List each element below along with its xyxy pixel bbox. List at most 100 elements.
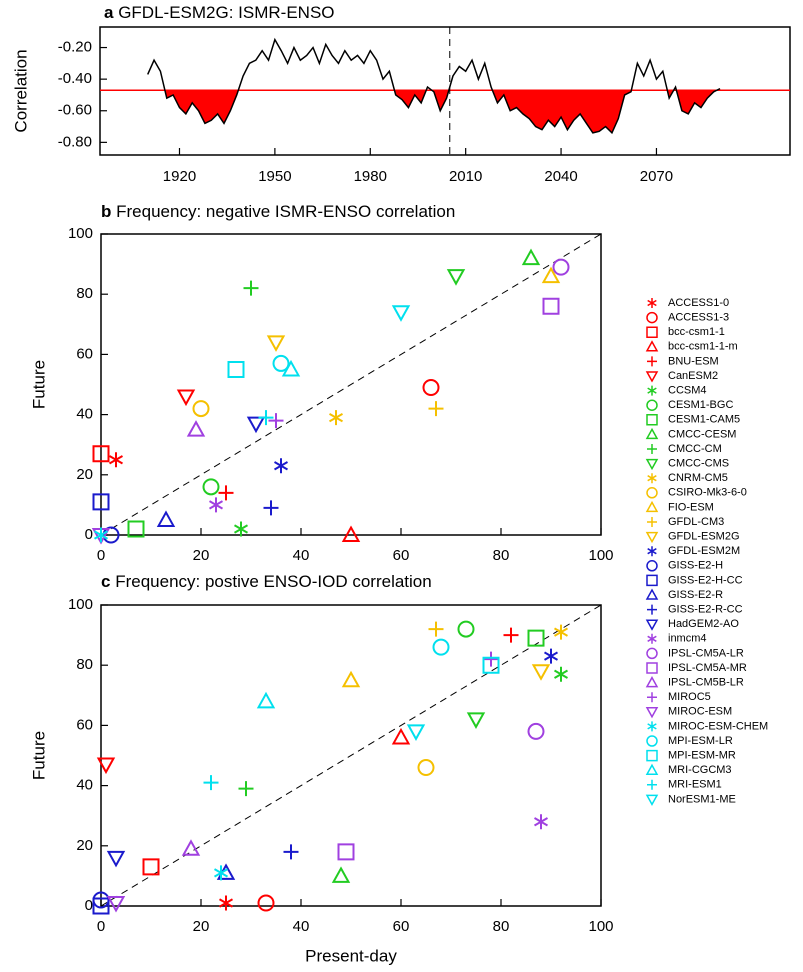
legend-label: FIO-ESM: [668, 501, 714, 513]
y-axis-label: Future: [29, 731, 48, 780]
legend-marker: [645, 531, 659, 544]
model-marker: [92, 493, 110, 511]
y-tick-label: 20: [76, 466, 93, 483]
model-marker: [181, 839, 201, 856]
legend-marker: [647, 444, 657, 454]
legend-label: MRI-ESM1: [668, 779, 722, 791]
model-marker: [417, 759, 435, 776]
legend-label: GISS-E2-H: [668, 560, 723, 572]
model-marker: [257, 894, 275, 912]
legend-label: ACCESS1-0: [668, 297, 729, 309]
y-tick-label: 80: [76, 656, 93, 673]
model-marker: [214, 865, 228, 881]
model-marker: [329, 410, 343, 426]
model-marker: [234, 521, 248, 537]
model-marker: [243, 280, 259, 296]
legend-label: GFDL-ESM2M: [668, 545, 740, 557]
y-axis-label: Correlation: [11, 49, 30, 132]
one-to-one-line: [100, 604, 602, 907]
x-tick-label: 0: [97, 918, 105, 935]
model-marker: [272, 355, 290, 372]
legend-marker: [645, 458, 659, 471]
legend-label: CSIRO-Mk3-6-0: [668, 487, 747, 499]
x-tick-label: 80: [493, 918, 510, 935]
legend-label: CanESM2: [668, 370, 718, 382]
x-tick-label: 60: [393, 547, 410, 564]
legend-label: MPI-ESM-LR: [668, 735, 733, 747]
legend-label: BNU-ESM: [668, 355, 719, 367]
legend-marker: [646, 647, 658, 660]
panel-label: c: [101, 572, 110, 591]
model-marker: [109, 452, 123, 468]
model-marker: [527, 629, 545, 647]
model-marker: [246, 416, 266, 434]
legend-marker: [647, 517, 657, 527]
model-marker: [283, 844, 299, 860]
legend-marker: [645, 427, 659, 440]
panel-title: b Frequency: negative ISMR-ENSO correlat…: [101, 202, 455, 221]
y-tick-label: 60: [76, 716, 93, 733]
legend-marker: [646, 487, 658, 499]
x-tick-label: 1980: [354, 168, 387, 185]
x-tick-label: 20: [193, 918, 210, 935]
legend-marker: [645, 676, 659, 688]
x-tick-label: 60: [393, 918, 410, 935]
model-marker: [341, 670, 361, 688]
y-tick-label: 40: [76, 406, 93, 423]
x-tick-label: 2010: [449, 168, 482, 185]
legend-marker: [646, 326, 658, 338]
x-tick-label: 80: [493, 547, 510, 564]
model-marker: [202, 478, 220, 496]
legend-label: bcc-csm1-1-m: [668, 341, 738, 353]
legend-label: GISS-E2-R-CC: [668, 604, 743, 616]
title-text: Frequency: negative ISMR-ENSO correlatio…: [116, 202, 455, 221]
model-marker: [391, 727, 411, 745]
legend-label: MRI-CGCM3: [668, 764, 732, 776]
y-tick-label: -0.40: [58, 70, 92, 87]
legend-marker: [645, 763, 659, 775]
x-tick-label: 40: [293, 918, 310, 935]
legend-marker: [647, 356, 657, 367]
x-tick-label: 100: [588, 918, 613, 935]
model-marker: [106, 895, 126, 913]
legend-label: CMCC-CM: [668, 443, 722, 455]
y-tick-label: -0.20: [58, 39, 92, 56]
plot-frame: [100, 233, 602, 536]
negative-area: [147, 90, 721, 133]
model-marker: [92, 445, 110, 463]
legend-label: CESM1-BGC: [668, 399, 733, 411]
y-tick-label: 100: [68, 225, 93, 242]
model-marker: [483, 651, 499, 667]
legend-label: inmcm4: [668, 633, 707, 645]
legend-marker: [646, 735, 658, 747]
model-marker: [446, 269, 466, 286]
legend-marker: [645, 619, 659, 631]
x-tick-label: 2070: [640, 168, 673, 185]
model-marker: [432, 638, 450, 656]
one-to-one-line: [100, 233, 602, 536]
legend-marker: [646, 399, 658, 411]
model-marker: [176, 389, 196, 407]
x-tick-label: 1920: [163, 168, 196, 185]
legend-marker: [645, 500, 659, 513]
legend-marker: [646, 574, 658, 587]
model-marker: [542, 297, 560, 315]
legend-label: MIROC-ESM: [668, 706, 732, 718]
legend-label: CCSM4: [668, 385, 707, 397]
model-marker: [281, 359, 301, 377]
legend-label: GFDL-CM3: [668, 516, 724, 528]
title-text: GFDL-ESM2G: ISMR-ENSO: [118, 3, 334, 22]
plot-frame: [100, 604, 602, 907]
y-tick-label: 20: [76, 837, 93, 854]
legend-label: CMCC-CMS: [668, 458, 729, 470]
plot-frame: [99, 26, 791, 156]
model-marker: [331, 866, 351, 883]
model-marker: [266, 335, 286, 352]
model-marker: [428, 401, 444, 417]
model-marker: [94, 527, 108, 543]
model-marker: [219, 895, 233, 911]
panel-label: b: [101, 202, 111, 221]
model-marker: [541, 266, 561, 284]
